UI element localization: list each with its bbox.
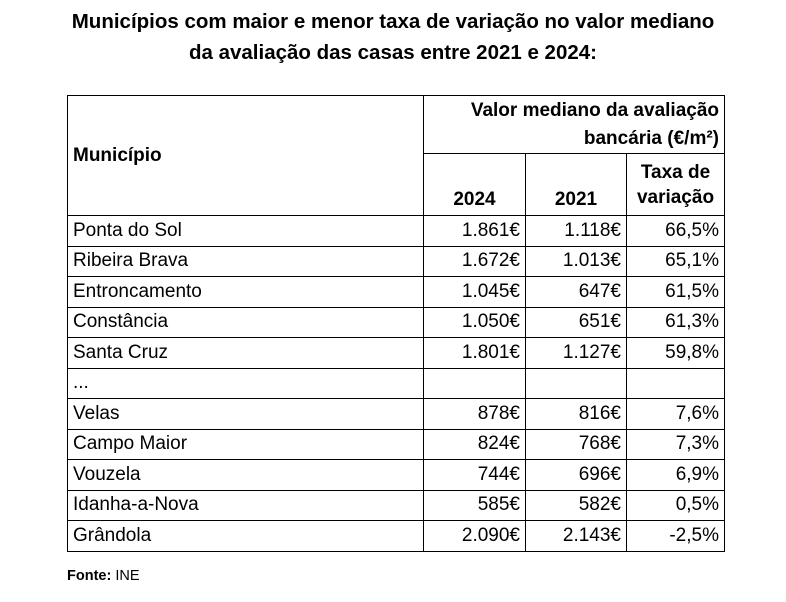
header-row-bottom: 2024 2021 Taxa de variação [68,153,725,216]
header-2021: 2021 [525,153,627,216]
header-group-value: Valor mediano da avaliação bancária (€/m… [423,95,725,154]
table-row: Grândola 2.090€ 2.143€ -2,5% [67,520,725,552]
cell-2024: 1.672€ [423,245,526,277]
cell-2024: 2.090€ [423,520,526,552]
cell-municipio: Santa Cruz [67,337,424,369]
cell-2021: 1.013€ [525,245,627,277]
table-row: Vouzela 744€ 696€ 6,9% [67,459,725,491]
cell-municipio: Ribeira Brava [67,245,424,277]
cell-2021: 651€ [525,306,627,338]
cell-municipio: Campo Maior [67,428,424,460]
source-value: INE [115,568,140,584]
cell-2021: 582€ [525,489,627,521]
cell-2024: 585€ [423,489,526,521]
cell-2021: 647€ [525,276,627,308]
source-label: Fonte: [67,568,112,584]
header-row-top: Município Valor mediano da avaliação ban… [67,95,725,216]
cell-rate: 0,5% [626,489,725,521]
cell-municipio: Ponta do Sol [67,215,424,247]
cell-2021: 768€ [525,428,627,460]
cell-rate: 66,5% [626,215,725,247]
cell-2024: 1.050€ [423,306,526,338]
header-rate-line-2: variação [636,186,715,208]
data-table: Município Valor mediano da avaliação ban… [67,95,725,552]
cell-rate: 61,3% [626,306,725,338]
table-row-ellipsis: ... [67,367,725,399]
cell-rate: 6,9% [626,459,725,491]
header-2024: 2024 [423,153,526,216]
table-row: Ribeira Brava 1.672€ 1.013€ 65,1% [67,245,725,277]
cell-2021: 2.143€ [525,520,627,552]
header-rate: Taxa de variação [626,153,725,216]
title-line-2: da avaliação das casas entre 2021 e 2024… [188,41,597,64]
cell-2021 [525,367,627,399]
title-line-1: Municípios com maior e menor taxa de var… [71,10,715,33]
cell-municipio: Vouzela [67,459,424,491]
header-group-line-2: bancária (€/m²) [583,127,719,149]
cell-municipio: Velas [67,398,424,430]
cell-rate: 59,8% [626,337,725,369]
cell-rate: -2,5% [626,520,725,552]
table-row: Velas 878€ 816€ 7,6% [67,398,725,430]
cell-2024 [423,367,526,399]
cell-rate: 7,3% [626,428,725,460]
table-row: Campo Maior 824€ 768€ 7,3% [67,428,725,460]
header-rate-line-1: Taxa de [640,161,711,183]
cell-municipio: ... [67,367,424,399]
cell-rate: 61,5% [626,276,725,308]
cell-rate [626,367,725,399]
cell-municipio: Grândola [67,520,424,552]
cell-2021: 816€ [525,398,627,430]
cell-rate: 7,6% [626,398,725,430]
table-row: Santa Cruz 1.801€ 1.127€ 59,8% [67,337,725,369]
cell-2024: 744€ [423,459,526,491]
header-group-line-1: Valor mediano da avaliação [470,99,719,121]
cell-2021: 1.127€ [525,337,627,369]
cell-municipio: Idanha-a-Nova [67,489,424,521]
cell-2024: 824€ [423,428,526,460]
cell-2024: 1.045€ [423,276,526,308]
cell-2024: 1.801€ [423,337,526,369]
cell-2021: 696€ [525,459,627,491]
cell-2021: 1.118€ [525,215,627,247]
source-note: Fonte: INE [67,568,140,584]
table-row: Idanha-a-Nova 585€ 582€ 0,5% [67,489,725,521]
cell-rate: 65,1% [626,245,725,277]
cell-2024: 1.861€ [423,215,526,247]
cell-municipio: Entroncamento [67,276,424,308]
header-municipio: Município [67,95,424,216]
table-row: Constância 1.050€ 651€ 61,3% [67,306,725,338]
table-row: Entroncamento 1.045€ 647€ 61,5% [67,276,725,308]
table-row: Ponta do Sol 1.861€ 1.118€ 66,5% [67,215,725,247]
page-title: Municípios com maior e menor taxa de var… [0,6,786,68]
cell-2024: 878€ [423,398,526,430]
cell-municipio: Constância [67,306,424,338]
